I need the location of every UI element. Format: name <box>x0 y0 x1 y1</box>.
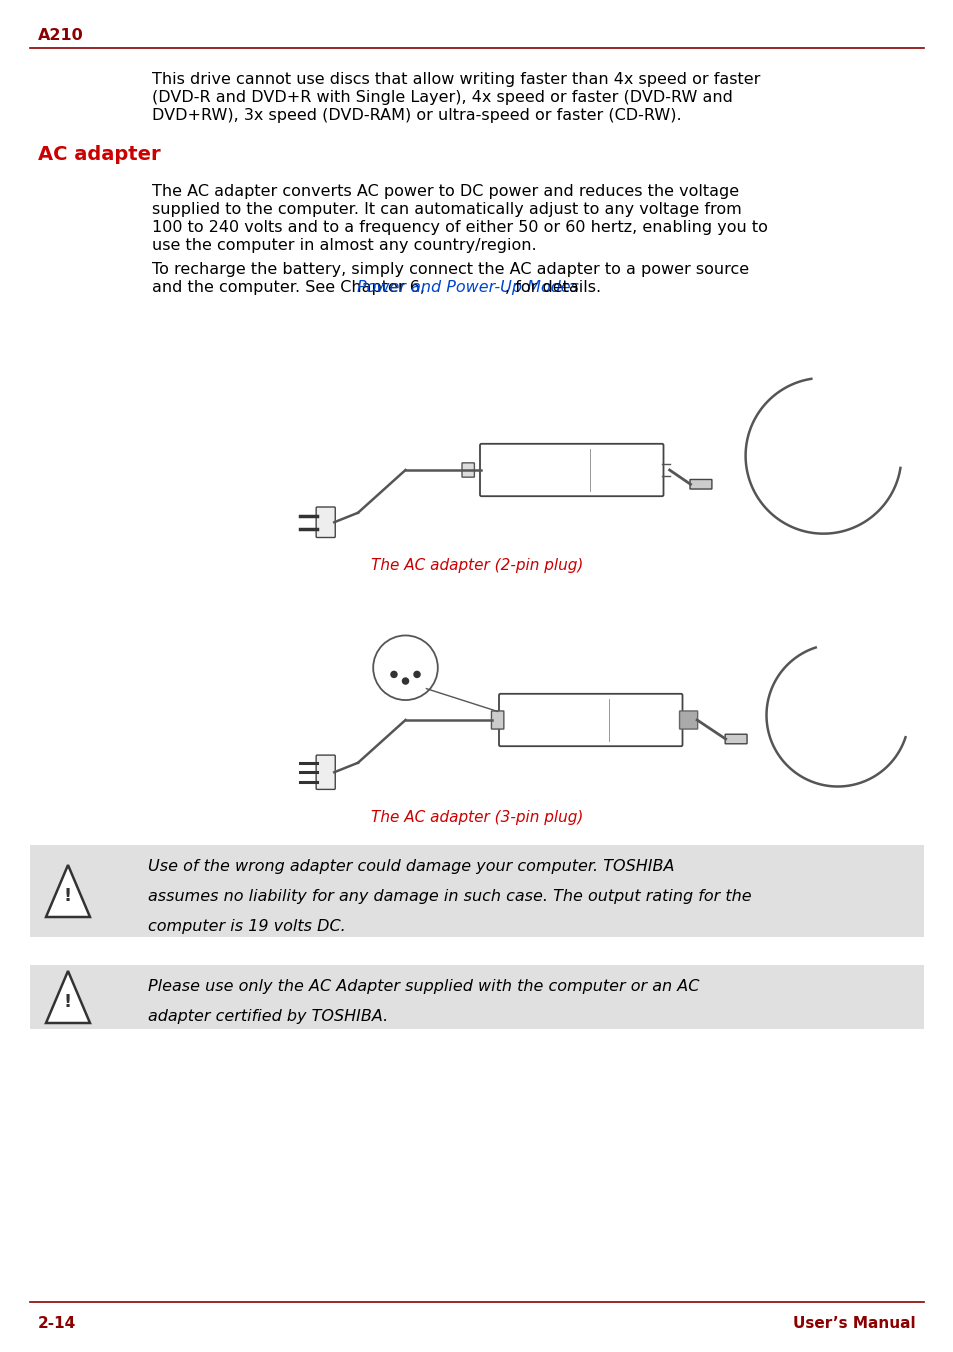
Circle shape <box>391 672 396 677</box>
Text: use the computer in almost any country/region.: use the computer in almost any country/r… <box>152 238 536 253</box>
Text: DVD+RW), 3x speed (DVD-RAM) or ultra-speed or faster (CD-RW).: DVD+RW), 3x speed (DVD-RAM) or ultra-spe… <box>152 108 680 123</box>
FancyBboxPatch shape <box>315 507 335 538</box>
Bar <box>30 965 923 1029</box>
Text: AC adapter: AC adapter <box>38 145 160 164</box>
Text: (DVD-R and DVD+R with Single Layer), 4x speed or faster (DVD-RW and: (DVD-R and DVD+R with Single Layer), 4x … <box>152 91 732 105</box>
Text: The AC adapter (2-pin plug): The AC adapter (2-pin plug) <box>371 558 582 573</box>
Circle shape <box>402 677 408 684</box>
Text: supplied to the computer. It can automatically adjust to any voltage from: supplied to the computer. It can automat… <box>152 201 741 218</box>
FancyBboxPatch shape <box>689 480 711 489</box>
FancyBboxPatch shape <box>679 711 697 729</box>
Text: and the computer. See Chapter 6,: and the computer. See Chapter 6, <box>152 280 430 295</box>
Text: This drive cannot use discs that allow writing faster than 4x speed or faster: This drive cannot use discs that allow w… <box>152 72 760 87</box>
Text: assumes no liability for any damage in such case. The output rating for the: assumes no liability for any damage in s… <box>148 890 751 904</box>
Text: !: ! <box>64 992 72 1011</box>
Text: The AC adapter (3-pin plug): The AC adapter (3-pin plug) <box>371 810 582 825</box>
Text: 2-14: 2-14 <box>38 1315 76 1330</box>
Text: To recharge the battery, simply connect the AC adapter to a power source: To recharge the battery, simply connect … <box>152 262 748 277</box>
Text: , for details.: , for details. <box>505 280 601 295</box>
Text: 100 to 240 volts and to a frequency of either 50 or 60 hertz, enabling you to: 100 to 240 volts and to a frequency of e… <box>152 220 767 235</box>
Text: computer is 19 volts DC.: computer is 19 volts DC. <box>148 919 345 934</box>
Polygon shape <box>46 865 90 917</box>
FancyBboxPatch shape <box>491 711 503 729</box>
Text: A210: A210 <box>38 28 84 43</box>
Bar <box>30 845 923 937</box>
FancyBboxPatch shape <box>498 694 681 746</box>
Text: User’s Manual: User’s Manual <box>793 1315 915 1330</box>
FancyBboxPatch shape <box>479 443 662 496</box>
FancyBboxPatch shape <box>461 462 474 477</box>
FancyBboxPatch shape <box>724 734 746 744</box>
Text: !: ! <box>64 887 72 904</box>
Text: The AC adapter converts AC power to DC power and reduces the voltage: The AC adapter converts AC power to DC p… <box>152 184 739 199</box>
Polygon shape <box>46 971 90 1023</box>
Text: Use of the wrong adapter could damage your computer. TOSHIBA: Use of the wrong adapter could damage yo… <box>148 859 674 873</box>
Text: Please use only the AC Adapter supplied with the computer or an AC: Please use only the AC Adapter supplied … <box>148 979 699 994</box>
Text: Power and Power-Up Modes: Power and Power-Up Modes <box>356 280 578 295</box>
Circle shape <box>414 672 419 677</box>
Text: adapter certified by TOSHIBA.: adapter certified by TOSHIBA. <box>148 1009 388 1023</box>
FancyBboxPatch shape <box>315 756 335 790</box>
